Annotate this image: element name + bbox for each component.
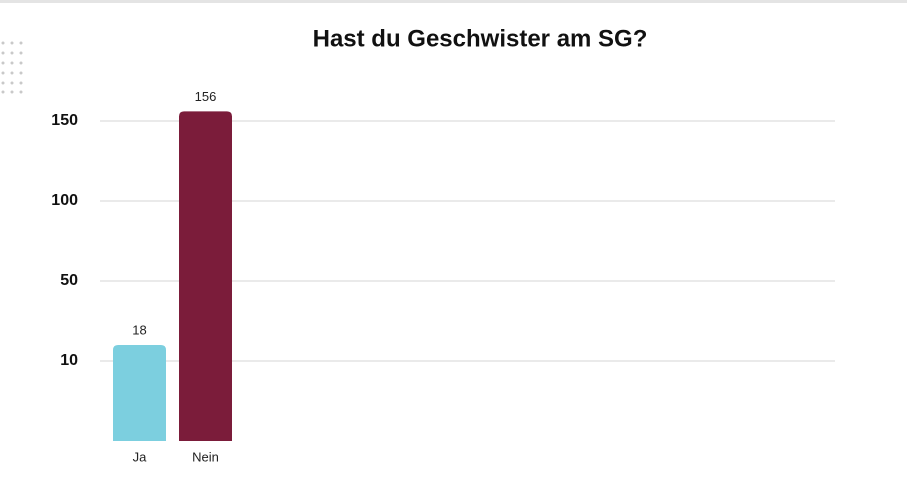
y-tick-label: 10 [60,352,78,369]
y-tick-label: 150 [51,112,78,129]
value-label: 156 [195,89,217,104]
decoration-dots [1,41,23,94]
x-tick-label: Ja [133,449,148,464]
bar [179,111,232,442]
x-tick-label: Nein [192,449,219,464]
value-label: 18 [132,322,146,337]
chart-title: Hast du Geschwister am SG? [313,25,648,52]
bar [113,345,166,441]
top-border [0,0,907,3]
y-tick-label: 50 [60,272,78,289]
y-tick-label: 100 [51,192,78,209]
